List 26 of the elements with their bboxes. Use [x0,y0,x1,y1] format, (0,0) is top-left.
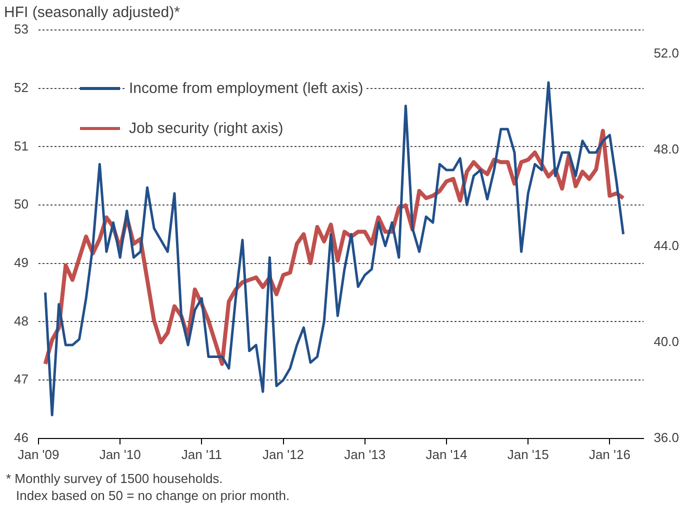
y-tick-label: 51 [14,138,28,154]
x-tick-label: Jan '11 [181,446,222,462]
legend-label: Job security (right axis) [126,120,286,136]
y-tick-label: 47 [14,372,28,387]
y2-tick-label: 36.0 [654,430,680,445]
y-tick-label: 46 [14,430,28,445]
x-tick-label: Jan '12 [262,446,304,462]
text: Index based on 50 = no change on prior month. [15,487,290,504]
x-tick-label: Jan '14 [426,446,468,462]
y2-tick-label: 48.0 [654,142,680,157]
x-tick-label: Jan '15 [507,446,549,462]
x-tick-label: Jan '09 [18,446,60,462]
y2-tick-label: 40.0 [654,334,680,349]
x-tick-label: Jan '13 [344,446,386,462]
text: * Monthly survey of 1500 households. [6,470,224,487]
x-tick-label: Jan '10 [99,446,141,462]
y-tick-label: 50 [14,196,28,212]
chart-title: HFI (seasonally adjusted)* [4,4,180,21]
y-tick-label: 52 [14,80,28,95]
y2-tick-label: 52.0 [654,46,680,61]
y2-tick-label: 44.0 [654,238,680,253]
legend-label: Income from employment (left axis) [126,80,366,96]
y-tick-label: 49 [14,254,28,270]
y-tick-label: 48 [14,313,28,328]
y-tick-label: 53 [14,22,28,37]
x-tick-label: Jan '16 [588,446,630,462]
